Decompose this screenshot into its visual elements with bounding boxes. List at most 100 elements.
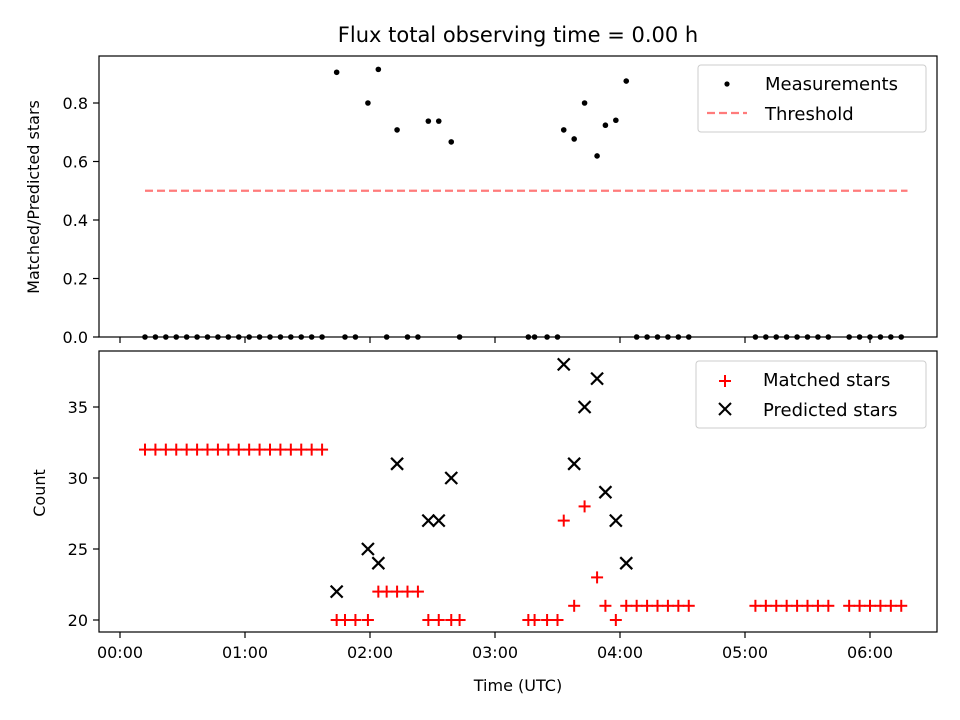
bottom-y-axis-label: Count xyxy=(30,469,49,517)
matched-stars-point xyxy=(191,443,204,456)
matched-stars-point xyxy=(853,599,866,612)
matched-stars-point xyxy=(551,614,564,626)
measurement-point xyxy=(594,153,600,159)
matched-stars-point xyxy=(568,599,581,612)
matched-stars-point xyxy=(391,585,404,598)
y-tick-label: 0.8 xyxy=(63,94,88,113)
matched-stars-point xyxy=(682,599,695,612)
legend-predicted-label: Predicted stars xyxy=(763,400,897,421)
x-tick-label: 01:00 xyxy=(222,643,268,662)
predicted-stars-point xyxy=(371,556,386,570)
matched-stars-point xyxy=(672,599,685,612)
x-tick-label: 03:00 xyxy=(472,643,518,662)
legend-predicted-marker xyxy=(718,402,732,416)
matched-stars-point xyxy=(295,443,308,456)
matched-stars-point xyxy=(401,585,414,598)
bottom-y-ticks: 20 25 30 35 xyxy=(68,398,99,630)
matched-stars-point xyxy=(432,614,445,626)
measurement-point xyxy=(581,100,588,106)
legend-matched-label: Matched stars xyxy=(763,370,890,391)
matched-stars-point xyxy=(661,599,674,612)
matched-stars-point xyxy=(453,614,466,626)
matched-stars-point xyxy=(349,614,362,626)
matched-stars-point xyxy=(599,599,612,612)
matched-stars-point xyxy=(232,443,245,456)
matched-stars-point xyxy=(243,443,256,456)
top-y-ticks: 0.0 0.2 0.4 0.6 0.8 xyxy=(63,94,99,347)
measurement-point xyxy=(435,118,442,124)
legend-threshold-label: Threshold xyxy=(764,104,854,125)
matched-stars-point xyxy=(180,443,193,456)
measurement-point xyxy=(560,127,567,133)
measurement-point xyxy=(425,118,432,124)
matched-stars-point xyxy=(339,614,351,626)
bottom-legend: Matched stars Predicted stars xyxy=(695,360,927,429)
measurement-point xyxy=(602,122,609,129)
bottom-legend-box xyxy=(695,360,927,429)
matched-stars-point xyxy=(139,443,151,456)
measurement-point xyxy=(375,66,382,73)
matched-stars-point xyxy=(811,599,824,612)
y-tick-label: 0.2 xyxy=(63,270,88,289)
matched-stars-point xyxy=(253,443,266,456)
matched-stars-point xyxy=(284,443,297,456)
matched-stars-point xyxy=(541,614,554,626)
predicted-stars-point xyxy=(444,471,459,485)
predicted-stars-point xyxy=(361,542,375,556)
matched-stars-point xyxy=(557,514,570,527)
top-y-axis-label: Matched/Predicted stars xyxy=(24,100,43,294)
predicted-stars-point xyxy=(421,513,436,528)
measurement-point xyxy=(394,127,400,133)
matched-stars-point xyxy=(620,599,633,612)
matched-stars-point xyxy=(159,443,172,456)
bottom-panel: Count Time (UTC) 20 25 30 35 00:00 01:00 02:0… xyxy=(30,350,938,695)
bottom-x-axis-label: Time (UTC) xyxy=(473,676,562,695)
predicted-stars-point xyxy=(619,556,634,570)
y-tick-label: 35 xyxy=(68,398,88,417)
predicted-stars-point xyxy=(431,513,446,528)
matched-stars-point xyxy=(641,599,654,612)
legend-matched-marker xyxy=(719,375,731,387)
measurement-point xyxy=(571,136,577,142)
matched-stars-point xyxy=(801,599,814,612)
bottom-axes-frame xyxy=(98,350,938,633)
measurement-point xyxy=(333,69,340,76)
measurement-point xyxy=(365,100,371,106)
predicted-stars-point xyxy=(577,400,592,414)
y-tick-label: 0.0 xyxy=(63,328,88,347)
x-tick-label: 04:00 xyxy=(597,643,643,662)
predicted-stars-point xyxy=(390,457,404,471)
matched-stars-point xyxy=(222,443,235,456)
matched-stars-point xyxy=(170,443,183,456)
matched-stars-point xyxy=(759,599,772,612)
measurement-point xyxy=(623,78,630,84)
matched-stars-point xyxy=(651,599,664,612)
top-legend-box xyxy=(697,64,927,133)
matched-stars-point xyxy=(874,599,887,612)
matched-stars-point xyxy=(305,443,318,456)
y-tick-label: 0.4 xyxy=(63,211,88,230)
measurement-point xyxy=(448,139,455,145)
x-tick-label: 02:00 xyxy=(347,643,393,662)
matched-stars-point xyxy=(380,585,393,598)
top-x-ticks xyxy=(119,337,871,343)
matched-stars-point xyxy=(578,500,591,513)
matched-stars-point xyxy=(264,443,276,456)
matched-stars-point xyxy=(422,614,435,626)
y-tick-label: 20 xyxy=(68,611,88,630)
top-legend: Measurements Threshold xyxy=(697,64,927,133)
matched-stars-point xyxy=(864,599,876,612)
x-tick-label: 00:00 xyxy=(97,643,143,662)
top-axes-frame xyxy=(98,55,938,338)
top-chart-title: Flux total observing time = 0.00 h xyxy=(338,23,698,47)
matched-stars-point xyxy=(791,599,804,612)
predicted-stars-point xyxy=(609,513,623,528)
measurement-point xyxy=(613,117,619,124)
matched-stars-point xyxy=(609,614,622,626)
matched-stars-point xyxy=(316,443,329,456)
top-panel: Flux total observing time = 0.00 h Match… xyxy=(24,23,938,347)
y-tick-label: 25 xyxy=(68,540,88,559)
predicted-stars-point xyxy=(567,457,581,471)
y-tick-label: 30 xyxy=(68,469,88,488)
